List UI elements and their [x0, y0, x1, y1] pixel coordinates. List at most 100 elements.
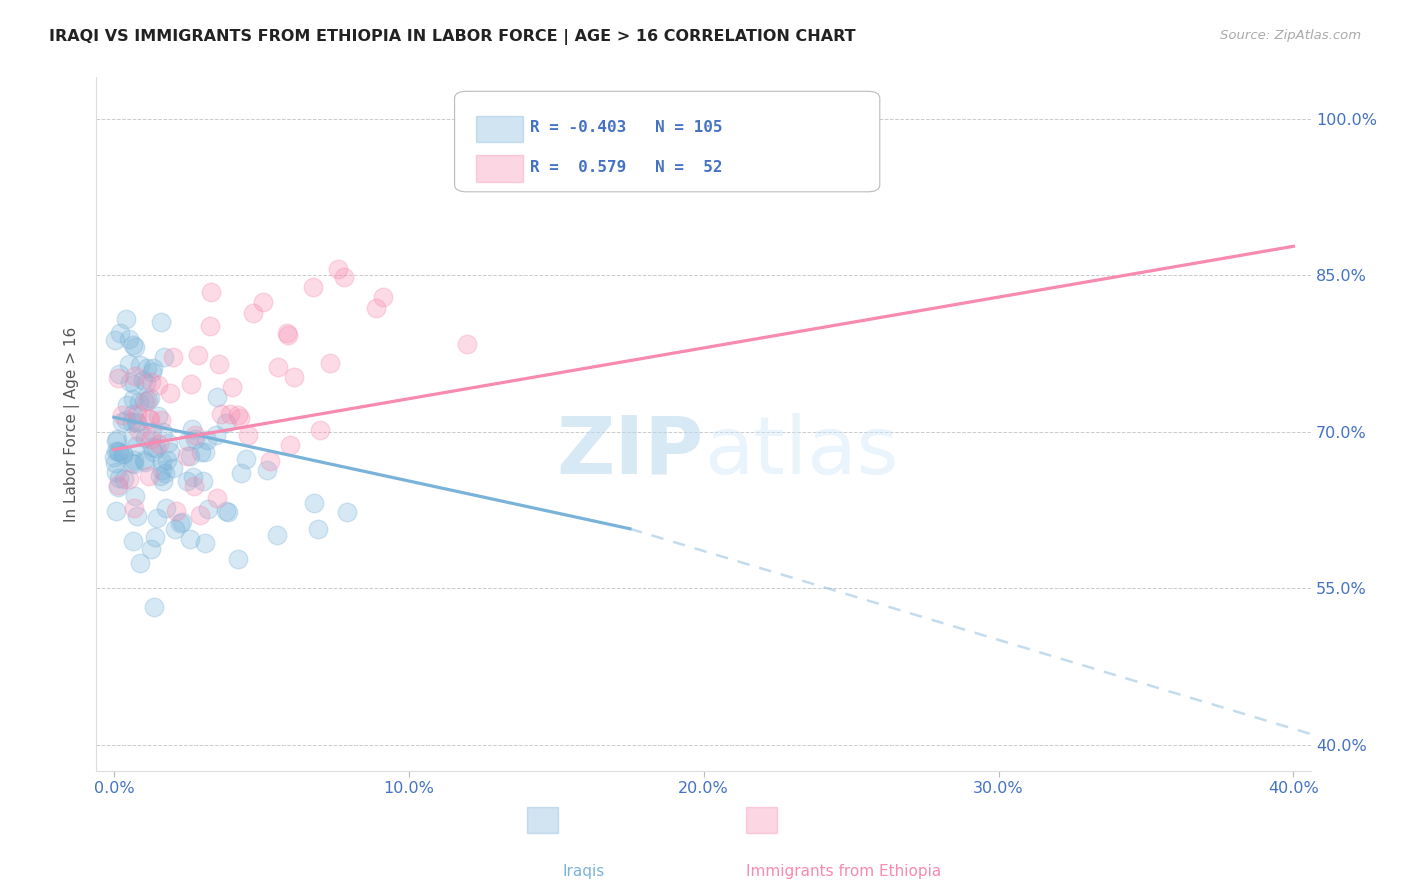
Point	[326, 261, 349, 276]
Point	[138, 469, 160, 483]
Point	[121, 407, 143, 421]
Point	[177, 434, 200, 449]
Point	[107, 444, 129, 458]
Point	[122, 392, 145, 406]
Point	[226, 408, 249, 422]
Point	[105, 504, 128, 518]
Text: Immigrants from Ethiopia: Immigrants from Ethiopia	[747, 863, 941, 879]
Point	[259, 454, 281, 468]
Point	[121, 533, 143, 548]
Point	[105, 444, 128, 458]
Point	[304, 496, 326, 510]
Y-axis label: In Labor Force | Age > 16: In Labor Force | Age > 16	[65, 326, 80, 522]
Point	[179, 532, 201, 546]
Point	[139, 391, 162, 405]
Point	[118, 375, 141, 389]
Point	[152, 474, 174, 488]
Point	[139, 412, 162, 426]
Point	[128, 425, 150, 439]
Point	[128, 395, 150, 409]
Point	[107, 480, 129, 494]
Point	[141, 365, 163, 379]
Point	[156, 435, 179, 450]
Point	[179, 449, 201, 463]
Point	[124, 489, 146, 503]
Point	[121, 416, 143, 430]
Point	[215, 417, 238, 431]
Point	[121, 456, 143, 470]
Point	[214, 504, 236, 518]
Point	[276, 326, 298, 340]
Point	[111, 408, 134, 422]
Point	[124, 376, 146, 391]
Point	[125, 509, 148, 524]
Point	[205, 491, 228, 505]
Point	[181, 470, 204, 484]
Point	[124, 340, 146, 354]
Point	[278, 438, 301, 452]
Point	[146, 409, 169, 424]
Point	[111, 447, 134, 461]
Point	[122, 453, 145, 467]
Point	[108, 368, 131, 382]
Point	[159, 385, 181, 400]
Point	[183, 479, 205, 493]
Point	[267, 359, 290, 374]
Point	[333, 269, 356, 284]
Point	[145, 530, 167, 544]
Point	[110, 326, 132, 341]
Text: ZIP: ZIP	[557, 413, 703, 491]
Point	[139, 432, 162, 446]
Point	[149, 413, 172, 427]
Point	[105, 465, 128, 479]
Point	[129, 556, 152, 570]
Point	[118, 357, 141, 371]
Point	[165, 522, 187, 536]
Point	[107, 370, 129, 384]
Point	[104, 456, 127, 470]
Point	[180, 377, 202, 392]
Point	[153, 351, 176, 365]
Point	[141, 440, 163, 454]
Point	[162, 351, 184, 365]
Point	[195, 434, 218, 448]
Text: Iraqis: Iraqis	[562, 863, 605, 879]
Point	[162, 461, 184, 475]
Point	[235, 452, 257, 467]
Point	[194, 444, 217, 458]
Point	[127, 416, 149, 430]
Point	[131, 373, 153, 387]
Point	[181, 421, 204, 435]
Point	[205, 428, 228, 442]
Point	[194, 536, 217, 550]
Point	[136, 361, 159, 376]
Point	[107, 478, 129, 492]
Point	[155, 500, 177, 515]
Point	[283, 370, 305, 384]
Point	[187, 348, 209, 362]
Point	[141, 375, 163, 389]
Point	[148, 437, 170, 451]
Point	[242, 306, 264, 320]
Point	[150, 455, 173, 469]
FancyBboxPatch shape	[747, 806, 776, 833]
Text: R = -0.403   N = 105: R = -0.403 N = 105	[530, 120, 723, 135]
Point	[124, 369, 146, 384]
Point	[183, 432, 205, 446]
Point	[139, 542, 162, 557]
Point	[197, 501, 219, 516]
Point	[266, 528, 288, 542]
Point	[136, 393, 159, 408]
Point	[125, 439, 148, 453]
Point	[132, 453, 155, 467]
Point	[149, 469, 172, 483]
Point	[221, 380, 243, 394]
Point	[364, 301, 387, 316]
Point	[134, 454, 156, 468]
Point	[135, 376, 157, 391]
Point	[142, 360, 165, 375]
Point	[252, 294, 274, 309]
Point	[371, 290, 394, 304]
Point	[184, 427, 207, 442]
Point	[209, 407, 232, 421]
